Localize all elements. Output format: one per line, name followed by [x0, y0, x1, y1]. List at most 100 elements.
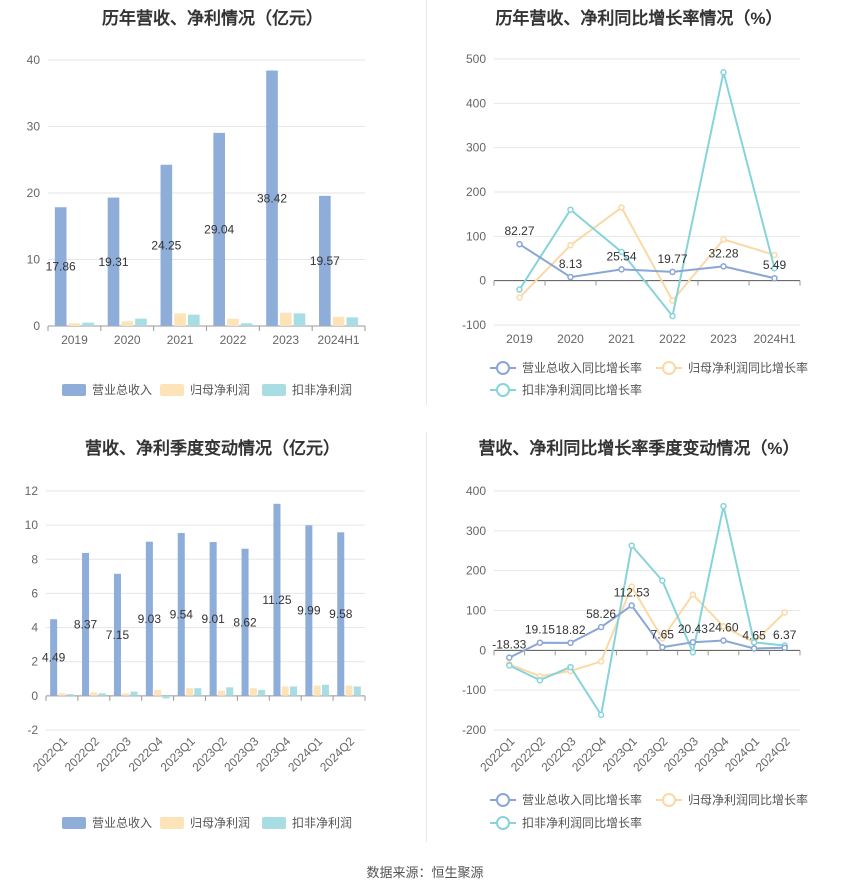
bar	[122, 693, 130, 696]
legend-label: 扣非净利润	[292, 816, 352, 830]
data-label: -18.33	[492, 638, 526, 652]
data-label: 32.28	[708, 246, 738, 260]
data-label: 19.77	[657, 252, 687, 266]
data-point	[567, 639, 574, 647]
bar	[279, 312, 292, 326]
vertical-divider-top	[426, 0, 427, 405]
x-tick-label: 2023Q4	[253, 734, 293, 774]
y-tick-label: 8	[31, 552, 38, 566]
bar	[213, 132, 225, 326]
data-point	[618, 204, 625, 211]
x-tick-label: 2022	[220, 333, 247, 347]
chart-annual-growth: -100 0 100 200 300 400 500 2019 2020 2021 2022 2023…	[462, 52, 808, 397]
data-point	[597, 658, 605, 665]
bar	[90, 692, 98, 696]
y-tick-label: 100	[466, 229, 486, 243]
data-label: 25.54	[606, 249, 636, 263]
data-label: 19.31	[98, 255, 128, 269]
chart-annual-amount: 0 10 20 30 40 2019 2020 2021 2022 2023 2024H1 17.86…	[27, 53, 366, 397]
bar	[290, 686, 298, 696]
bar	[281, 686, 289, 696]
data-label: 82.27	[504, 224, 534, 238]
x-tick-label: 2024Q2	[317, 734, 357, 774]
data-point	[567, 206, 574, 213]
data-point	[771, 274, 778, 282]
data-point	[781, 644, 788, 652]
bar	[145, 541, 153, 696]
bar	[54, 207, 67, 326]
y-tick-label: 6	[31, 586, 38, 600]
data-label: 9.99	[297, 604, 321, 618]
x-tick-label: 2023	[710, 332, 737, 346]
legend-marker	[496, 361, 510, 375]
bar	[154, 689, 162, 696]
data-point	[628, 542, 635, 549]
chart-title: 营收、净利同比增长率季度变动情况（%）	[478, 439, 800, 458]
data-point	[720, 623, 727, 630]
y-tick-label: 0	[33, 319, 40, 333]
bar	[58, 693, 66, 696]
data-label: 18.82	[555, 623, 585, 637]
bar	[266, 70, 278, 326]
x-tick-label: 2022Q2	[62, 734, 102, 774]
data-label: 9.01	[201, 612, 225, 626]
x-tick-label: 2022Q1	[30, 734, 70, 774]
bar	[321, 684, 329, 696]
data-point	[659, 644, 666, 651]
chart-title: 历年营收、净利情况（亿元）	[102, 9, 323, 28]
y-tick-label: -2	[27, 723, 38, 737]
data-point	[771, 265, 778, 272]
bar	[188, 314, 200, 326]
data-point	[628, 583, 635, 590]
y-tick-label: 100	[466, 604, 486, 618]
data-point	[750, 645, 758, 652]
x-tick-label: 2024Q1	[285, 734, 325, 774]
data-point	[628, 602, 635, 609]
data-point	[720, 69, 727, 76]
bar	[160, 164, 173, 326]
bar	[353, 686, 361, 696]
bar	[305, 525, 313, 696]
legend-marker	[496, 793, 510, 807]
bar	[346, 317, 359, 326]
x-tick-label: 2023Q1	[158, 734, 198, 774]
bar	[319, 195, 331, 326]
legend-label: 扣非净利润	[292, 383, 352, 397]
data-label: 8.13	[559, 257, 583, 271]
data-point	[669, 268, 676, 276]
chart-quarterly-amount: -20246810122022Q12022Q22022Q32022Q42023Q…	[25, 484, 366, 830]
bar	[241, 548, 249, 696]
y-tick-label: 0	[31, 689, 38, 703]
legend-label: 扣非净利润同比增长率	[522, 382, 642, 397]
data-label: 29.04	[204, 222, 234, 236]
bar	[68, 323, 81, 326]
vertical-divider-bottom	[426, 432, 427, 842]
legend-swatch	[262, 817, 286, 829]
data-point	[536, 639, 544, 646]
x-tick-label: 2021	[167, 333, 194, 347]
y-tick-label: 300	[466, 524, 486, 538]
bar	[240, 323, 253, 326]
x-tick-label: 2024H1	[753, 332, 795, 346]
bar	[107, 197, 120, 326]
y-tick-label: 200	[466, 564, 486, 578]
legend-marker	[662, 361, 676, 375]
bar	[194, 688, 202, 696]
panel-quarterly-growth: 营收、净利同比增长率季度变动情况（%） -200 -100 0 100 200 300 40…	[428, 430, 850, 855]
series-line	[518, 206, 775, 303]
bar	[293, 313, 306, 326]
data-point	[597, 711, 605, 719]
y-tick-label: 0	[479, 274, 486, 288]
bar	[227, 318, 239, 326]
bar	[249, 688, 257, 696]
data-label: 8.37	[74, 617, 98, 631]
x-tick-label: 2024Q2	[753, 734, 793, 774]
y-tick-label: -100	[462, 683, 486, 697]
chart-quarterly-growth: -200-10001002003004002022Q12022Q22022Q32…	[462, 484, 808, 830]
data-point	[618, 266, 625, 273]
data-label: 9.54	[170, 607, 194, 621]
legend-marker	[496, 383, 510, 397]
data-label: 112.53	[614, 586, 650, 600]
data-label: 58.26	[586, 607, 616, 621]
y-tick-label: 300	[466, 141, 486, 155]
